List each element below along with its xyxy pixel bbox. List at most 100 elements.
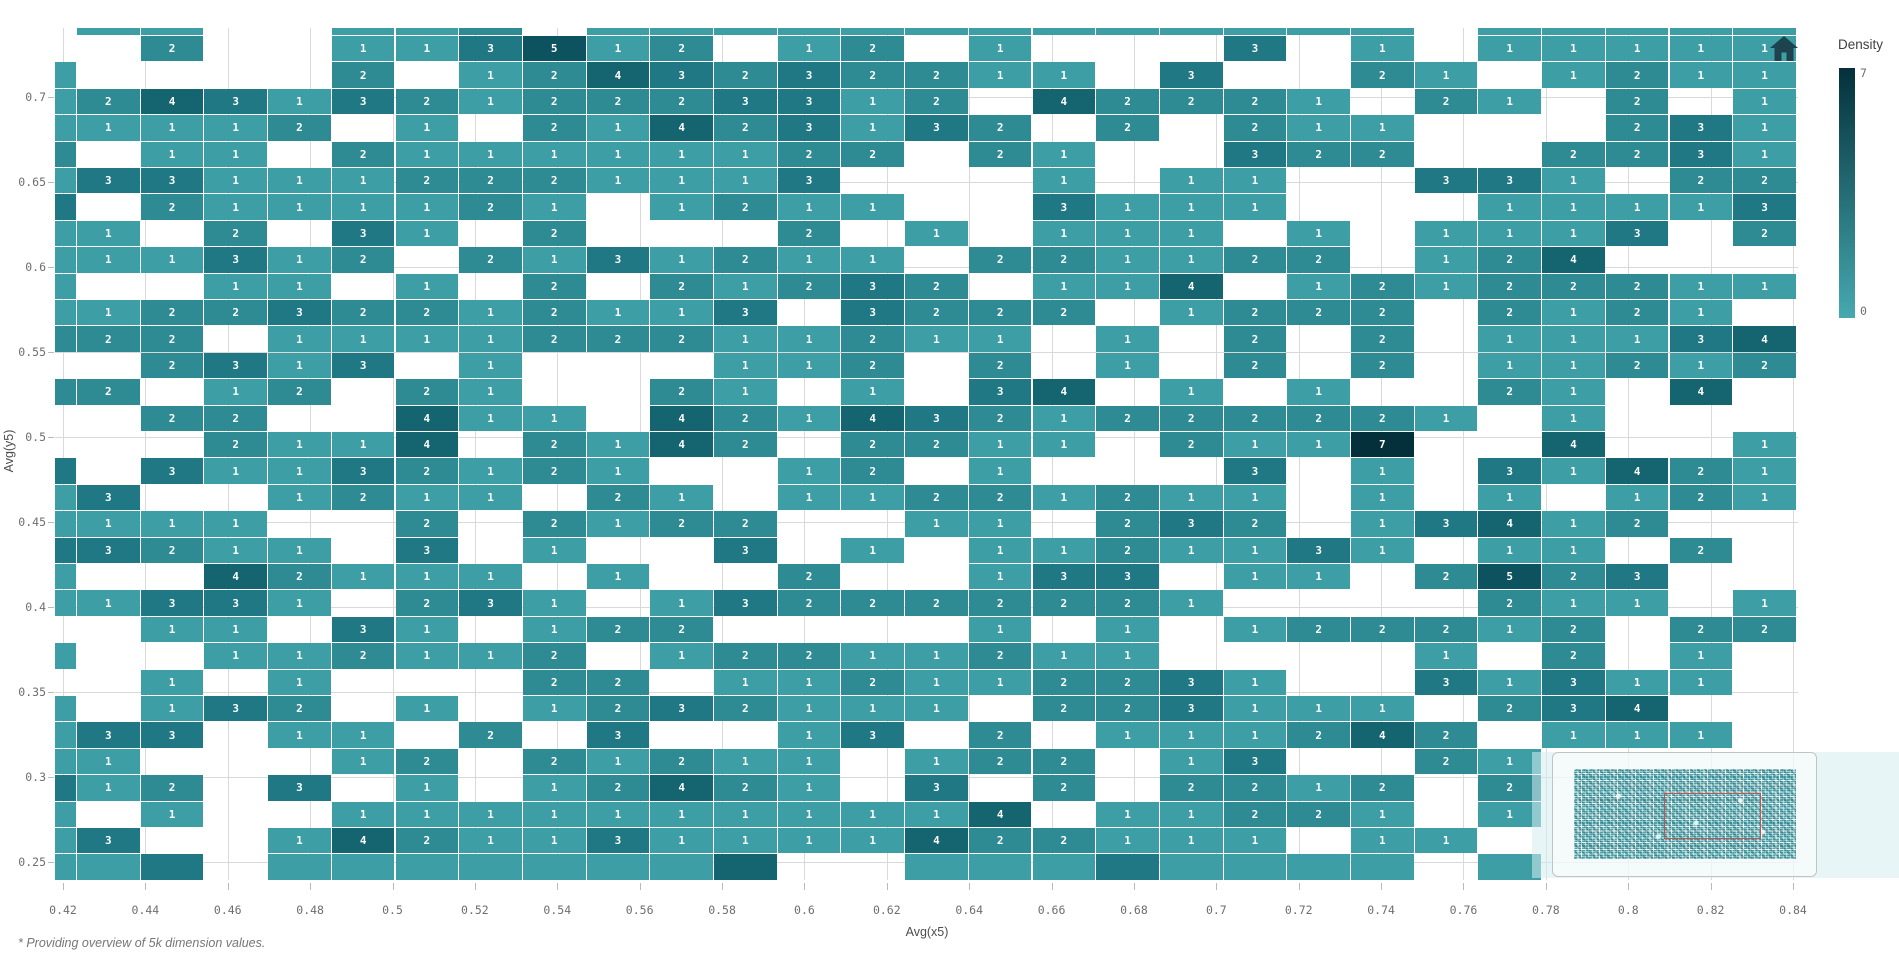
heatmap-cell[interactable]: 2 <box>522 432 586 458</box>
heatmap-cell[interactable]: 2 <box>395 379 459 405</box>
heatmap-cell[interactable]: 4 <box>331 828 395 854</box>
heatmap-cell[interactable]: 2 <box>905 300 968 326</box>
heatmap-cell[interactable]: 1 <box>1159 247 1223 273</box>
heatmap-cell[interactable]: 1 <box>1733 62 1796 88</box>
heatmap-cell[interactable] <box>55 273 76 299</box>
heatmap-cell[interactable]: 1 <box>331 36 395 62</box>
heatmap-cell[interactable]: 1 <box>1478 537 1542 563</box>
heatmap-cell[interactable] <box>55 590 76 616</box>
heatmap-cell[interactable]: 2 <box>905 273 968 299</box>
heatmap-cell[interactable]: 3 <box>204 352 268 379</box>
heatmap-cell[interactable]: 2 <box>522 273 586 299</box>
heatmap-cell[interactable]: 1 <box>1096 722 1159 748</box>
heatmap-cell[interactable]: 1 <box>522 696 586 722</box>
home-reset-zoom-button[interactable] <box>1768 33 1800 65</box>
heatmap-cell[interactable]: 2 <box>714 696 777 722</box>
heatmap-cell[interactable]: 3 <box>140 590 204 616</box>
heatmap-cell[interactable]: 1 <box>1542 194 1605 220</box>
heatmap-cell[interactable]: 4 <box>140 88 204 115</box>
heatmap-cell[interactable]: 1 <box>1542 352 1605 379</box>
heatmap-cell[interactable] <box>331 854 395 880</box>
heatmap-cell[interactable]: 2 <box>968 828 1032 854</box>
heatmap-cell[interactable] <box>905 854 968 880</box>
heatmap-cell[interactable] <box>841 28 905 35</box>
heatmap-cell[interactable]: 2 <box>1096 405 1159 431</box>
heatmap-cell[interactable]: 1 <box>1096 801 1159 827</box>
heatmap-cell[interactable]: 2 <box>1351 300 1414 326</box>
heatmap-cell[interactable]: 2 <box>1605 62 1669 88</box>
heatmap-cell[interactable]: 3 <box>1159 669 1223 695</box>
heatmap-cell[interactable]: 1 <box>268 194 331 220</box>
heatmap-cell[interactable]: 1 <box>459 458 522 484</box>
heatmap-cell[interactable]: 2 <box>650 616 713 643</box>
heatmap-cell[interactable]: 2 <box>522 511 586 537</box>
heatmap-cell[interactable]: 2 <box>1096 88 1159 115</box>
heatmap-cell[interactable]: 1 <box>1542 62 1605 88</box>
heatmap-cell[interactable]: 3 <box>586 722 650 748</box>
heatmap-cell[interactable]: 1 <box>204 194 268 220</box>
heatmap-cell[interactable]: 1 <box>905 511 968 537</box>
heatmap-cell[interactable]: 2 <box>1414 564 1478 590</box>
heatmap-cell[interactable]: 2 <box>1096 590 1159 616</box>
heatmap-cell[interactable]: 3 <box>714 300 777 326</box>
heatmap-cell[interactable]: 3 <box>777 88 841 115</box>
heatmap-cell[interactable]: 1 <box>714 748 777 775</box>
heatmap-cell[interactable]: 1 <box>522 775 586 801</box>
heatmap-cell[interactable] <box>1032 28 1096 35</box>
heatmap-cell[interactable]: 1 <box>1478 88 1542 115</box>
heatmap-cell[interactable]: 1 <box>650 828 713 854</box>
heatmap-cell[interactable]: 1 <box>268 722 331 748</box>
heatmap-cell[interactable]: 2 <box>1351 273 1414 299</box>
heatmap-cell[interactable]: 2 <box>777 141 841 167</box>
heatmap-cell[interactable]: 2 <box>522 115 586 141</box>
heatmap-cell[interactable]: 2 <box>1032 828 1096 854</box>
heatmap-cell[interactable]: 3 <box>1159 511 1223 537</box>
heatmap-cell[interactable]: 1 <box>777 801 841 827</box>
heatmap-cell[interactable]: 2 <box>1223 511 1287 537</box>
heatmap-cell[interactable]: 1 <box>841 115 905 141</box>
heatmap-cell[interactable]: 1 <box>1159 537 1223 563</box>
heatmap-cell[interactable]: 1 <box>1605 36 1669 62</box>
heatmap-cell[interactable]: 2 <box>1733 220 1796 247</box>
heatmap-cell[interactable]: 1 <box>1478 352 1542 379</box>
heatmap-cell[interactable]: 1 <box>1605 326 1669 352</box>
heatmap-cell[interactable]: 1 <box>268 326 331 352</box>
heatmap-cell[interactable]: 2 <box>1223 326 1287 352</box>
heatmap-cell[interactable]: 2 <box>1223 405 1287 431</box>
heatmap-cell[interactable]: 2 <box>714 432 777 458</box>
heatmap-cell[interactable]: 1 <box>968 537 1032 563</box>
heatmap-cell[interactable]: 1 <box>331 801 395 827</box>
heatmap-cell[interactable]: 1 <box>459 564 522 590</box>
heatmap-cell[interactable]: 2 <box>650 88 713 115</box>
heatmap-cell[interactable]: 1 <box>1669 273 1733 299</box>
heatmap-cell[interactable]: 1 <box>140 247 204 273</box>
heatmap-cell[interactable] <box>55 247 76 273</box>
heatmap-cell[interactable]: 1 <box>522 801 586 827</box>
heatmap-cell[interactable]: 2 <box>1287 801 1350 827</box>
heatmap-cell[interactable]: 1 <box>204 537 268 563</box>
heatmap-cell[interactable]: 1 <box>77 748 140 775</box>
heatmap-cell[interactable]: 2 <box>905 432 968 458</box>
heatmap-cell[interactable]: 1 <box>204 273 268 299</box>
heatmap-cell[interactable]: 4 <box>395 405 459 431</box>
heatmap-cell[interactable]: 2 <box>268 379 331 405</box>
heatmap-cell[interactable]: 1 <box>777 194 841 220</box>
heatmap-cell[interactable]: 7 <box>1351 432 1414 458</box>
heatmap-cell[interactable]: 1 <box>968 432 1032 458</box>
heatmap-cell[interactable]: 1 <box>586 801 650 827</box>
heatmap-cell[interactable]: 1 <box>714 141 777 167</box>
heatmap-cell[interactable] <box>331 28 395 35</box>
heatmap-cell[interactable]: 1 <box>459 300 522 326</box>
heatmap-cell[interactable]: 3 <box>77 722 140 748</box>
heatmap-cell[interactable]: 2 <box>522 300 586 326</box>
heatmap-cell[interactable]: 1 <box>1542 379 1605 405</box>
heatmap-cell[interactable]: 3 <box>905 775 968 801</box>
heatmap-cell[interactable]: 2 <box>586 326 650 352</box>
heatmap-cell[interactable]: 2 <box>395 88 459 115</box>
heatmap-cell[interactable]: 2 <box>1478 300 1542 326</box>
heatmap-cell[interactable]: 1 <box>1351 36 1414 62</box>
heatmap-cell[interactable]: 3 <box>1223 458 1287 484</box>
heatmap-cell[interactable]: 1 <box>1287 220 1350 247</box>
heatmap-cell[interactable]: 1 <box>522 141 586 167</box>
heatmap-cell[interactable]: 2 <box>1096 511 1159 537</box>
